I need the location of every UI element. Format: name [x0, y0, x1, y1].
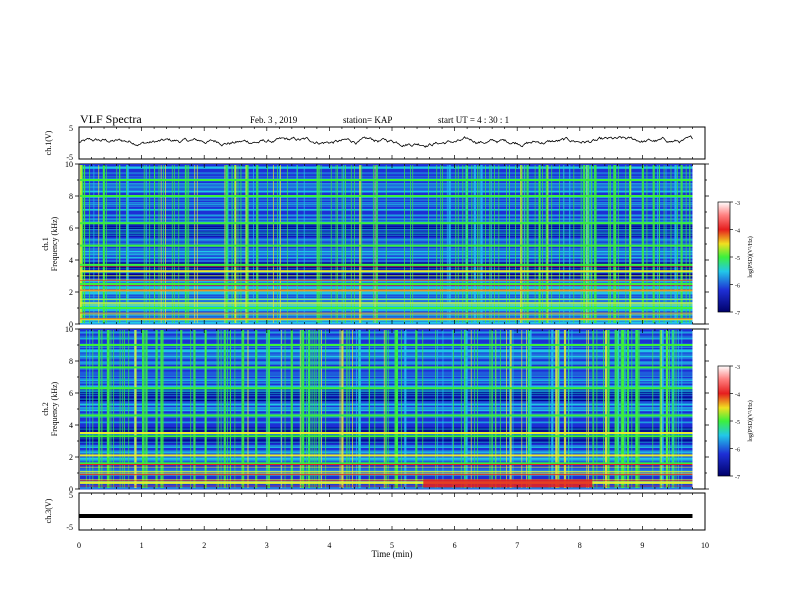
ch1-ytick-top: 5: [69, 124, 73, 133]
xtick-label: 2: [202, 541, 206, 550]
ch2-spec-ylabel-channel: ch.2: [41, 402, 50, 416]
ch1-waveform-line: [78, 135, 693, 148]
colorbar-tick-label: -3: [735, 365, 740, 371]
xtick-label: 0: [77, 541, 81, 550]
ytick-label: 2: [69, 453, 73, 462]
colorbar-tick-label: -5: [735, 256, 740, 262]
ch2-colorbar: -3 -4 -5 -6 -7 log(PSD)(V²/Hz): [717, 365, 754, 481]
ch3-ytick-top: 5: [69, 491, 73, 500]
ytick-label: 2: [69, 288, 73, 297]
ch3-ytick-bottom: -5: [66, 523, 73, 532]
xtick-label: 5: [390, 541, 394, 550]
colorbar-tick-label: -5: [735, 420, 740, 426]
ytick-label: 6: [69, 224, 73, 233]
colorbar-tick-label: -3: [735, 201, 740, 207]
ch1-ytick-bottom: -5: [66, 153, 73, 162]
colorbar-tick-label: -7: [735, 311, 740, 317]
colorbar-tick-label: -4: [735, 393, 740, 399]
xtick-label: 3: [265, 541, 269, 550]
ch1-colorbar: -3 -4 -5 -6 -7 log(PSD)(V²/Hz): [717, 201, 754, 317]
xtick-label: 6: [453, 541, 457, 550]
ytick-label: 0: [69, 320, 73, 329]
ytick-label: 10: [65, 160, 73, 169]
xtick-label: 4: [327, 541, 331, 550]
ch1-spec-ylabel: Frequency (kHz): [50, 216, 59, 271]
ch2-spec-ylabel: Frequency (kHz): [50, 381, 59, 436]
ch3-ylabel: ch.3(V): [44, 498, 53, 523]
ytick-label: 8: [69, 357, 73, 366]
colorbar-label: log(PSD)(V²/Hz): [747, 236, 754, 277]
ch1-ylabel: ch.1(V): [44, 130, 53, 155]
xtick-label: 8: [578, 541, 582, 550]
ch1-spectrogram-panel: 0 2 4 6 8 10 ch.1 Frequency (kHz): [41, 160, 709, 329]
x-axis-label: Time (min): [372, 549, 413, 559]
ch2-spectrogram-panel: 0 2 4 6 8 10 ch.2 Frequency (kHz): [41, 325, 709, 494]
colorbar-tick-label: -6: [735, 284, 740, 290]
ytick-label: 4: [69, 421, 73, 430]
colorbar-tick-label: -4: [735, 229, 740, 235]
x-axis: 0 1 2 3 4 5 6 7 8 9 10: [77, 127, 709, 550]
ch2-spectrogram-heatmap: [80, 329, 704, 490]
ch2-yticks: 0 2 4 6 8 10: [65, 325, 709, 494]
xtick-label: 9: [640, 541, 644, 550]
xtick-label: 1: [140, 541, 144, 550]
colorbar-tick-label: -7: [735, 475, 740, 481]
ytick-label: 10: [65, 325, 73, 334]
xtick-label: 10: [701, 541, 709, 550]
start-time-label: start UT = 4 : 30 : 1: [438, 115, 509, 125]
xtick-label: 7: [515, 541, 519, 550]
ytick-label: 0: [69, 485, 73, 494]
colorbar-tick-label: -6: [735, 448, 740, 454]
ytick-label: 6: [69, 389, 73, 398]
ch3-waveform-panel: 5 -5 ch.3(V): [44, 491, 706, 532]
ch1-waveform-panel: 5 -5 ch.1(V): [44, 124, 706, 162]
ch1-yticks: 0 2 4 6 8 10: [65, 160, 709, 329]
ch1-spectrogram-heatmap: [79, 164, 704, 325]
station-label: station= KAP: [343, 115, 392, 125]
figure-title: VLF Spectra: [80, 112, 142, 126]
ytick-label: 4: [69, 256, 73, 265]
ytick-label: 8: [69, 192, 73, 201]
date-label: Feb. 3 , 2019: [250, 115, 298, 125]
colorbar-label: log(PSD)(V²/Hz): [747, 400, 754, 441]
ch1-spec-ylabel-channel: ch.1: [41, 237, 50, 251]
